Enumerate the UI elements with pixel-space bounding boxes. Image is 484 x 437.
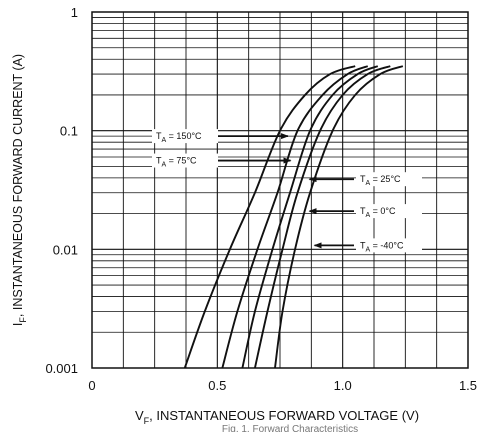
x-axis-subscript: F [144, 416, 150, 426]
annotation-background [356, 238, 422, 253]
x-axis-text: INSTANTANEOUS FORWARD VOLTAGE (V) [156, 408, 419, 423]
annotation-label: TA = -40°C [360, 240, 404, 253]
series-line [241, 65, 379, 369]
series-line [221, 65, 369, 369]
y-axis-label: IF, INSTANTANEOUS FORWARD CURRENT (A) [11, 54, 28, 326]
y-tick-label: 0.01 [53, 242, 78, 257]
y-axis-subscript: F [18, 317, 28, 323]
tick-labels: 0 0.5 1.0 1.5 0.001 0.01 0.1 1 [45, 5, 477, 393]
series-line [254, 65, 391, 369]
series-annotation: TA = 150°C [152, 129, 290, 144]
plot-frame [91, 11, 469, 369]
series-line [183, 65, 356, 369]
series-annotation: TA = 25°C [308, 172, 422, 187]
annotation-group: TA = 150°C TA = 75°C TA = 25°C TA = 0°C TA =… [152, 129, 422, 253]
y-axis-symbol: I [11, 323, 25, 326]
x-tick-label: 0 [88, 378, 95, 393]
annotation-background [356, 204, 422, 219]
x-tick-label: 0.5 [208, 378, 226, 393]
annotation-label: TA = 150°C [156, 131, 202, 144]
x-axis-symbol: V [135, 408, 144, 423]
series-annotation: TA = 75°C [152, 153, 292, 169]
series-group [183, 65, 404, 369]
annotation-label: TA = 0°C [360, 206, 396, 219]
y-tick-label: 0.001 [45, 361, 78, 376]
y-axis-text: INSTANTANEOUS FORWARD CURRENT (A) [11, 54, 25, 310]
series-annotation: TA = -40°C [313, 238, 422, 253]
annotation-label: TA = 25°C [360, 174, 401, 187]
x-axis-label: VF, INSTANTANEOUS FORWARD VOLTAGE (V) [135, 408, 419, 426]
annotation-label: TA = 75°C [156, 156, 197, 169]
annotation-background [152, 129, 218, 144]
x-tick-label: 1.5 [459, 378, 477, 393]
figure-caption: Fig. 1. Forward Characteristics [222, 424, 358, 432]
series-line [274, 65, 404, 369]
y-tick-label: 0.1 [60, 124, 78, 139]
annotation-background [152, 153, 218, 168]
x-tick-label: 1.0 [334, 378, 352, 393]
series-annotation: TA = 0°C [308, 204, 422, 219]
grid [92, 12, 468, 368]
y-tick-label: 1 [71, 5, 78, 20]
annotation-background [356, 172, 422, 187]
